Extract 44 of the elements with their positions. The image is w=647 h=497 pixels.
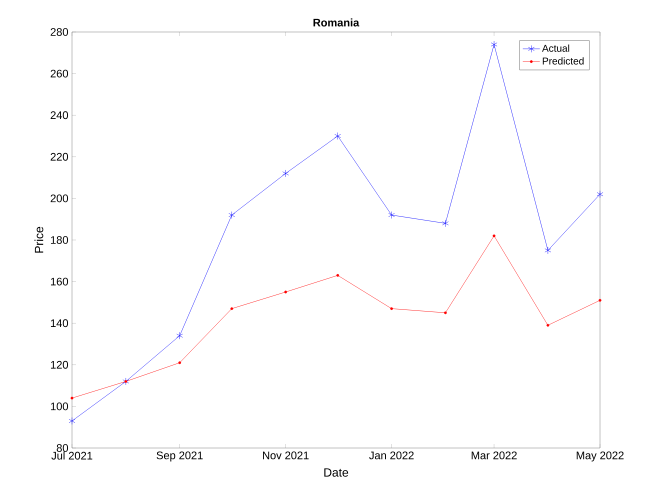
legend-label: Actual: [542, 44, 570, 52]
y-tick-label: 200: [50, 194, 68, 202]
point: [598, 298, 602, 302]
point: [122, 378, 130, 386]
point: [544, 246, 552, 254]
point: [176, 332, 183, 340]
x-tick-label: Sep 2021: [156, 452, 203, 462]
y-tick-label: 240: [50, 111, 68, 120]
point: [444, 311, 447, 314]
point: [230, 307, 234, 310]
y-axis-title: Price: [34, 226, 44, 253]
x-tick-label: Nov 2021: [262, 452, 309, 460]
legend-label: Predicted: [542, 57, 584, 65]
y-tick-label: 180: [50, 236, 68, 244]
y-tick-label: 220: [50, 152, 68, 161]
point: [68, 417, 76, 425]
point: [492, 234, 496, 238]
y-tick-label: 160: [50, 278, 68, 286]
y-tick-label: 80: [56, 444, 68, 452]
point: [336, 274, 340, 277]
y-tick-label: 100: [50, 402, 68, 410]
point: [70, 396, 74, 400]
y-tick-label: 120: [50, 360, 68, 369]
point: [442, 220, 449, 228]
point: [284, 290, 288, 294]
point: [388, 211, 395, 219]
point: [596, 190, 604, 198]
x-tick-label: Jul 2021: [51, 452, 92, 460]
point: [124, 380, 128, 383]
x-tick-label: Mar 2022: [472, 452, 517, 460]
point: [282, 170, 289, 178]
point: [178, 361, 182, 364]
point: [490, 40, 498, 48]
chart-title: Romania: [314, 18, 360, 26]
y-tick-label: 260: [50, 70, 68, 78]
x-tick-label: Jan 2022: [369, 452, 414, 460]
point: [390, 307, 393, 310]
y-tick-label: 140: [50, 319, 68, 328]
y-tick-label: 280: [50, 28, 68, 36]
x-tick-label: May 2022: [576, 452, 624, 462]
point: [228, 211, 236, 219]
point: [546, 324, 550, 327]
point: [334, 132, 341, 140]
x-axis-title: Date: [324, 468, 348, 477]
